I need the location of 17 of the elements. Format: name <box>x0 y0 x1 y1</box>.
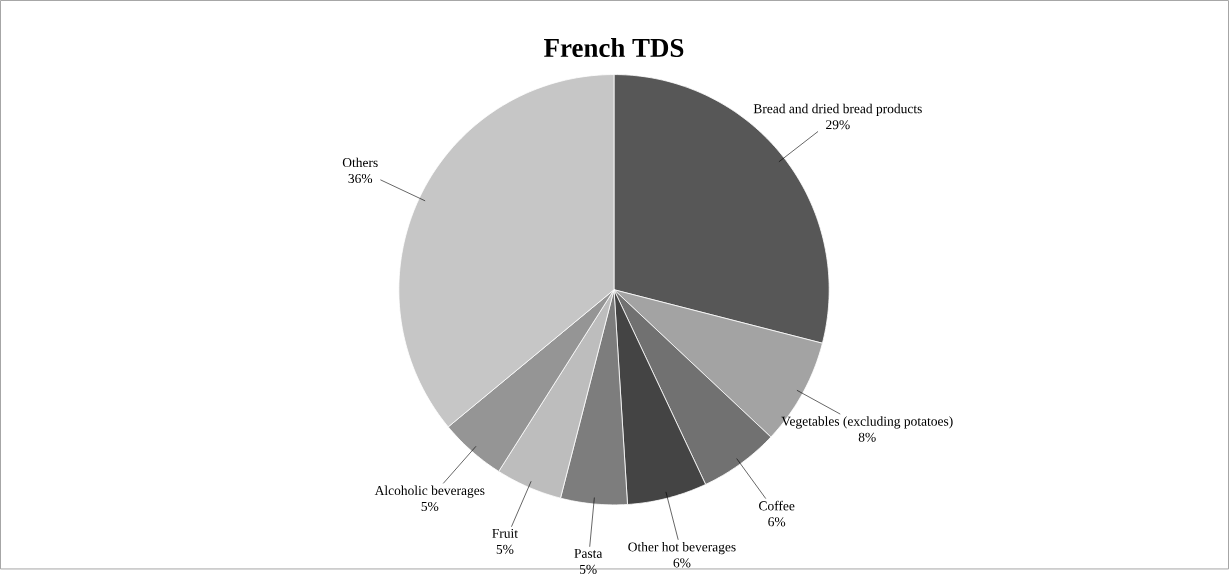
data-label: 5% <box>496 544 514 554</box>
slice-label: Fruit <box>492 528 518 538</box>
data-label: 29% <box>826 120 850 130</box>
slice-label: Other hot beverages <box>628 542 736 555</box>
chart-title: French TDS <box>544 38 684 58</box>
slice-label: Vegetables (excluding potatoes) <box>781 416 953 429</box>
data-label: 5% <box>421 501 439 512</box>
slice-label: Others <box>342 157 378 168</box>
data-label: 36% <box>348 174 373 184</box>
data-label: 6% <box>768 517 786 527</box>
slice-label: Alcoholic beverages <box>374 485 485 498</box>
data-label: 5% <box>579 564 597 574</box>
slice-label: Pasta <box>574 549 603 558</box>
data-label: 8% <box>858 432 876 442</box>
slice-label: Bread and dried bread products <box>753 103 922 117</box>
slice-label: Coffee <box>759 500 795 511</box>
data-label: 6% <box>673 558 691 568</box>
